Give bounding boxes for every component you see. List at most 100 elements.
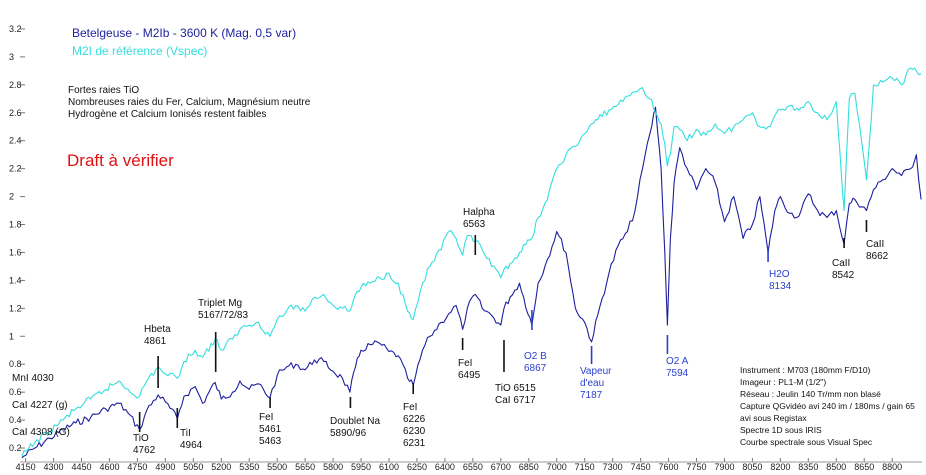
annotation-label: 8542 [832, 270, 855, 281]
x-tick-label: 7600 [659, 462, 679, 472]
y-tick-label: 1 [9, 331, 14, 341]
annotation-label: FeI [259, 412, 273, 423]
instrument-line-3: Réseau : Jeulin 140 Tr/mm non blasé [740, 389, 881, 399]
annotation-label: FeI [403, 402, 417, 413]
y-tick-label: 2.4 [9, 136, 22, 146]
annotation-label: CaII [866, 239, 884, 250]
annotation-label: 4964 [180, 440, 203, 451]
annotation-label: 8662 [866, 251, 889, 262]
grid [20, 28, 922, 463]
x-tick-label: 5500 [267, 462, 287, 472]
x-tick-label: 7750 [686, 462, 706, 472]
x-tick-label: 8350 [798, 462, 818, 472]
annotation-label: FeI [458, 358, 472, 369]
annotation-label: O2 B [524, 351, 547, 362]
annotation-label: Halpha [463, 207, 495, 218]
note-line-3: Hydrogène et Calcium Ionisés restent fai… [68, 109, 266, 120]
y-tick-label: 1.4 [9, 275, 22, 285]
y-tick-label: 3 [9, 52, 14, 62]
x-tick-label: 5950 [351, 462, 371, 472]
y-tick-label: 0.2 [9, 443, 22, 453]
annotation-label: 7594 [666, 368, 689, 379]
annotation-label: 6231 [403, 438, 426, 449]
x-tick-label: 7900 [714, 462, 734, 472]
x-tick-label: 8050 [742, 462, 762, 472]
x-tick-label: 7300 [603, 462, 623, 472]
note-line-2: Nombreuses raies du Fer, Calcium, Magnés… [68, 97, 311, 108]
annotation-label: Doublet Na [330, 416, 380, 427]
x-tick-label: 6550 [463, 462, 483, 472]
x-tick-label: 7000 [547, 462, 567, 472]
x-tick-label: 6850 [519, 462, 539, 472]
annotation-label: Triplet Mg [198, 298, 242, 309]
annotation-label: 4861 [144, 336, 167, 347]
x-tick-label: 6400 [435, 462, 455, 472]
annotation-label: CaI 4227 (g) [12, 400, 68, 411]
annotation-label: 6230 [403, 426, 426, 437]
x-tick-label: 4600 [99, 462, 119, 472]
instrument-line-1: Instrument : M703 (180mm F/D10) [740, 365, 871, 375]
y-tick-label: 0.4 [9, 415, 22, 425]
x-tick-label: 8650 [854, 462, 874, 472]
annotation-label: CaI 4308 (G) [12, 427, 70, 438]
x-tick-label: 8200 [770, 462, 790, 472]
draft-label: Draft à vérifier [67, 151, 174, 170]
y-tick-label: 1.6 [9, 247, 22, 257]
x-tick-label: 6100 [379, 462, 399, 472]
x-tick-label: 5200 [211, 462, 231, 472]
annotation-label: 4762 [133, 445, 156, 456]
x-tick-label: 7450 [631, 462, 651, 472]
instrument-line-2: Imageur : PL1-M (1/2") [740, 377, 826, 387]
y-tick-label: 2.8 [9, 80, 22, 90]
annotation-label: 5463 [259, 436, 282, 447]
annotation-label: CaI 6717 [495, 395, 536, 406]
annotation-label: TiO 6515 [495, 383, 536, 394]
x-tick-label: 5050 [183, 462, 203, 472]
annotation-label: 8134 [769, 281, 792, 292]
chart-title: Betelgeuse - M2Ib - 3600 K (Mag. 0,5 var… [72, 26, 296, 40]
x-tick-label: 8500 [826, 462, 846, 472]
chart-subtitle: M2I de référence (Vspec) [72, 44, 207, 58]
x-tick-label: 4450 [71, 462, 91, 472]
y-tick-label: 1.8 [9, 220, 22, 230]
instrument-line-4: Capture QGvidéo avi 240 im / 180ms / gai… [740, 401, 915, 411]
annotation-label: 6867 [524, 363, 547, 374]
series-line-reference [21, 67, 922, 457]
annotation-label: 5890/96 [330, 428, 367, 439]
annotation-label: Hbeta [144, 324, 171, 335]
series-group [21, 67, 922, 459]
annotation-label: 6226 [403, 414, 426, 425]
x-axis-ticks: 4150 4300 4450 4600 4750 4900 5050 5200 5350 5500… [16, 462, 903, 472]
annotation-label: TiI [180, 428, 191, 439]
y-tick-label: 2 [9, 192, 14, 202]
annotation-label: MnI 4030 [12, 373, 54, 384]
y-axis-ticks: 0.2 0.4 0.6 0.8 1 1.2 1.4 1.6 1.8 2 2.2 2.4 2.6 2.8 3 3… [9, 24, 22, 453]
y-tick-label: 3.2 [9, 24, 22, 34]
annotation-label: d'eau [580, 378, 604, 389]
annotation-label: 7187 [580, 390, 603, 401]
annotation-label: CaII [832, 258, 850, 269]
annotation-label: 6495 [458, 370, 481, 381]
y-tick-label: 1.2 [9, 303, 22, 313]
line-markers [138, 220, 868, 432]
x-tick-label: 5350 [239, 462, 259, 472]
x-tick-label: 5800 [323, 462, 343, 472]
x-tick-label: 4300 [44, 462, 64, 472]
x-tick-label: 4900 [155, 462, 175, 472]
x-tick-label: 6700 [491, 462, 511, 472]
annotation-label: 6563 [463, 219, 486, 230]
annotation-label: H2O [769, 269, 790, 280]
y-tick-label: 0.6 [9, 387, 22, 397]
series-line-betelgeuse [21, 106, 922, 459]
instrument-line-7: Courbe spectrale sous Visual Spec [740, 437, 873, 447]
x-tick-label: 4750 [127, 462, 147, 472]
annotation-label: TiO [133, 433, 149, 444]
annotation-label: 5167/72/83 [198, 310, 248, 321]
annotation-label: 5461 [259, 424, 282, 435]
instrument-line-5: avi sous Registax [740, 413, 807, 423]
x-tick-label: 8800 [882, 462, 902, 472]
annotation-label: O2 A [666, 356, 689, 367]
